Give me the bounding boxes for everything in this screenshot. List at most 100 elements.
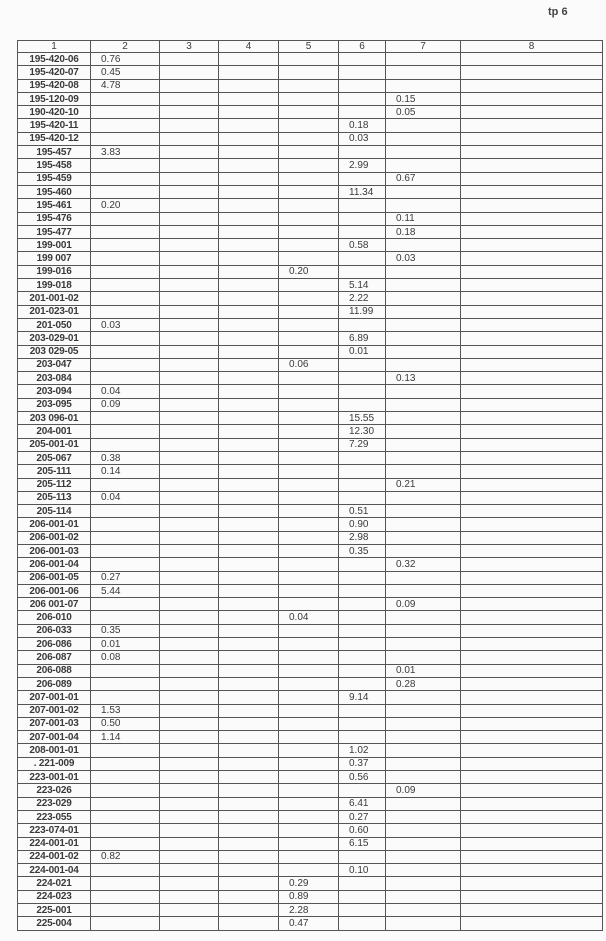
value-cell-col-4 xyxy=(218,184,279,200)
value-cell-col-3 xyxy=(159,344,219,359)
row-code-cell: 223-055 xyxy=(17,809,91,825)
value-cell-col-8 xyxy=(460,264,603,280)
value-cell-col-4 xyxy=(218,304,279,319)
value-cell-col-5 xyxy=(278,676,339,692)
row-code-cell: 207-001-04 xyxy=(17,730,91,745)
row-code-cell: 201-001-02 xyxy=(17,291,91,306)
value-cell-col-7: 0.05 xyxy=(385,105,461,120)
value-cell-col-5 xyxy=(278,437,339,452)
value-cell-col-2: 4.78 xyxy=(90,78,160,93)
value-cell-col-5 xyxy=(278,504,339,519)
value-cell-col-4 xyxy=(218,211,279,226)
value-cell-col-7 xyxy=(385,770,461,785)
value-cell-col-7: 0.09 xyxy=(385,597,461,612)
value-cell-col-4 xyxy=(218,583,279,599)
value-cell-col-5 xyxy=(278,743,339,758)
value-cell-col-4 xyxy=(218,91,279,107)
value-cell-col-5 xyxy=(278,836,339,851)
value-cell-col-8 xyxy=(460,703,603,718)
value-cell-col-8 xyxy=(460,716,603,732)
value-cell-col-8 xyxy=(460,770,603,785)
row-code-cell: 207-001-03 xyxy=(17,716,91,732)
row-code-cell: 195-477 xyxy=(17,224,91,240)
table-row: 205-112 0.21 xyxy=(17,477,603,492)
value-cell-col-6 xyxy=(338,490,386,506)
table-row: 206-088 0.01 xyxy=(17,663,603,678)
row-code-cell: 195-420-07 xyxy=(17,65,91,80)
value-cell-col-2 xyxy=(90,118,160,133)
value-cell-col-7 xyxy=(385,78,461,93)
value-cell-col-5 xyxy=(278,238,339,253)
value-cell-col-2: 1.53 xyxy=(90,703,160,718)
value-cell-col-3 xyxy=(159,756,219,772)
value-cell-col-6 xyxy=(338,783,386,798)
value-cell-col-4 xyxy=(218,490,279,506)
value-cell-col-7 xyxy=(385,916,461,931)
table-row: 224-001-01 6.15 xyxy=(17,836,603,851)
value-cell-col-7 xyxy=(385,809,461,825)
value-cell-col-4 xyxy=(218,756,279,772)
value-cell-col-2 xyxy=(90,597,160,612)
value-cell-col-8 xyxy=(460,637,603,652)
value-cell-col-5 xyxy=(278,78,339,93)
value-cell-col-6 xyxy=(338,676,386,692)
value-cell-col-3 xyxy=(159,504,219,519)
value-cell-col-7 xyxy=(385,756,461,772)
value-cell-col-5 xyxy=(278,583,339,599)
row-code-cell: 201-050 xyxy=(17,317,91,333)
value-cell-col-4 xyxy=(218,357,279,373)
table-row: 195-420-12 0.03 xyxy=(17,131,603,147)
value-cell-col-7: 0.15 xyxy=(385,91,461,107)
row-code-cell: 206-001-03 xyxy=(17,543,91,559)
value-cell-col-2 xyxy=(90,357,160,373)
value-cell-col-2 xyxy=(90,171,160,186)
value-cell-col-4 xyxy=(218,397,279,413)
value-cell-col-2 xyxy=(90,291,160,306)
value-cell-col-4 xyxy=(218,663,279,678)
value-cell-col-7: 0.01 xyxy=(385,663,461,678)
value-cell-col-2 xyxy=(90,344,160,359)
table-row: 206-089 0.28 xyxy=(17,676,603,692)
value-cell-col-3 xyxy=(159,317,219,333)
table-row: 225-004 0.47 xyxy=(17,916,603,931)
value-cell-col-7: 0.32 xyxy=(385,557,461,572)
value-cell-col-3 xyxy=(159,171,219,186)
value-cell-col-4 xyxy=(218,876,279,891)
row-code-cell: 206-088 xyxy=(17,663,91,678)
value-cell-col-5 xyxy=(278,543,339,559)
value-cell-col-8 xyxy=(460,876,603,891)
row-code-cell: 206-089 xyxy=(17,676,91,692)
row-code-cell: 207-001-02 xyxy=(17,703,91,718)
value-cell-col-4 xyxy=(218,623,279,639)
value-cell-col-7 xyxy=(385,610,461,625)
value-cell-col-5 xyxy=(278,770,339,785)
value-cell-col-6 xyxy=(338,78,386,93)
value-cell-col-4 xyxy=(218,224,279,240)
value-cell-col-7 xyxy=(385,490,461,506)
value-cell-col-2: 0.20 xyxy=(90,198,160,213)
value-cell-col-8 xyxy=(460,849,603,865)
value-cell-col-2: 0.09 xyxy=(90,397,160,413)
row-code-cell: 203-094 xyxy=(17,384,91,399)
value-cell-col-4 xyxy=(218,171,279,186)
table-row: 206 001-07 0.09 xyxy=(17,597,603,612)
value-cell-col-8 xyxy=(460,570,603,585)
value-cell-col-4 xyxy=(218,464,279,479)
value-cell-col-4 xyxy=(218,743,279,758)
value-cell-col-5 xyxy=(278,145,339,160)
row-code-cell: 199-001 xyxy=(17,238,91,253)
value-cell-col-4 xyxy=(218,597,279,612)
value-cell-col-3 xyxy=(159,105,219,120)
value-cell-col-6 xyxy=(338,703,386,718)
value-cell-col-2 xyxy=(90,437,160,452)
value-cell-col-3 xyxy=(159,783,219,798)
value-cell-col-7 xyxy=(385,690,461,705)
row-code-cell: 195-420-06 xyxy=(17,51,91,67)
value-cell-col-5 xyxy=(278,411,339,426)
row-code-cell: 205-113 xyxy=(17,490,91,506)
value-cell-col-3 xyxy=(159,384,219,399)
value-cell-col-7 xyxy=(385,304,461,319)
value-cell-col-7 xyxy=(385,743,461,758)
value-cell-col-7 xyxy=(385,450,461,466)
table-row: 199-001 0.58 xyxy=(17,238,603,253)
